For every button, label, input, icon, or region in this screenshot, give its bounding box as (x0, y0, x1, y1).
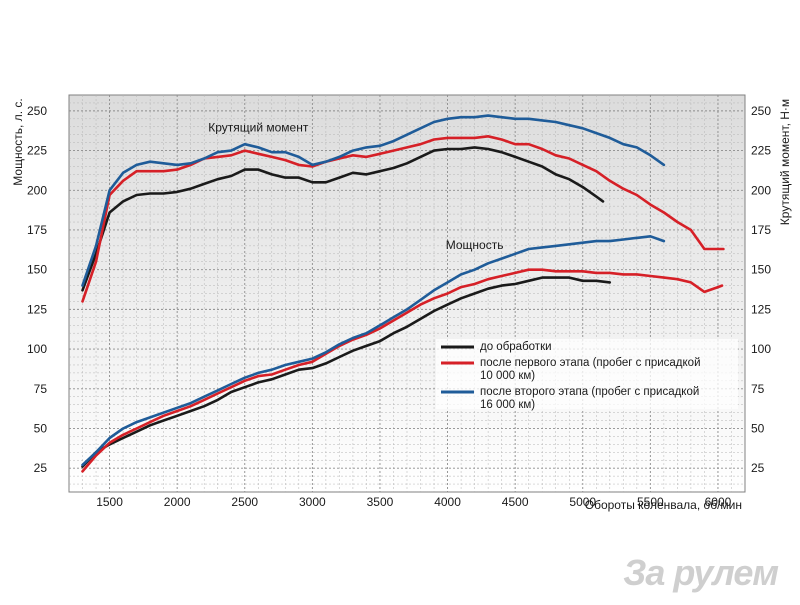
legend-label: 10 000 км) (480, 370, 535, 382)
legend-label: после первого этапа (пробег с присадкой (480, 357, 701, 369)
x-tick-label: 3500 (367, 495, 394, 509)
watermark-logo: За рулем (623, 552, 779, 593)
grid (69, 95, 745, 492)
tick-labels: 1500 2000 2500 3000 3500 4000 4500 5000 5500 6000… (27, 104, 771, 509)
x-tick-label: 5000 (569, 495, 596, 509)
x-tick-label: 4000 (434, 495, 461, 509)
torque-line-0 (81, 146, 605, 292)
y-tick-label-right: 250 (751, 104, 771, 118)
legend-label: 16 000 км) (480, 399, 535, 411)
y-tick-label-right: 225 (751, 144, 771, 158)
y-tick-label-left: 75 (34, 382, 48, 396)
y-axis-label-right: Крутящий момент, Н·м (778, 99, 792, 225)
legend-label: после второго этапа (пробег с присадкой (480, 386, 699, 398)
x-tick-label: 1500 (96, 495, 123, 509)
y-tick-label-left: 250 (27, 104, 47, 118)
x-tick-label: 4500 (502, 495, 529, 509)
power-line-0 (81, 276, 612, 468)
y-tick-label-left: 125 (27, 302, 47, 316)
power-line-2 (81, 235, 666, 467)
y-tick-label-left: 100 (27, 342, 47, 356)
torque-line-2 (81, 114, 666, 287)
x-tick-label: 3000 (299, 495, 326, 509)
y-tick-label-right: 25 (751, 461, 765, 475)
legend-box (436, 339, 738, 409)
series (81, 114, 725, 473)
annotations: Крутящий момент Мощность (208, 121, 503, 253)
torque-line-1 (81, 135, 725, 303)
y-tick-label-left: 25 (34, 461, 48, 475)
y-axis-label-left: Мощность, л. с. (11, 98, 25, 185)
y-tick-label-left: 200 (27, 183, 47, 197)
y-tick-label-left: 150 (27, 263, 47, 277)
y-tick-label-right: 50 (751, 421, 765, 435)
x-tick-label: 2500 (231, 495, 258, 509)
x-tick-label: 5500 (637, 495, 664, 509)
y-tick-label-right: 150 (751, 263, 771, 277)
y-tick-label-left: 50 (34, 421, 48, 435)
y-tick-label-right: 100 (751, 342, 771, 356)
x-axis-label: Обороты коленвала, об/мин (585, 498, 742, 512)
annotation-label: Мощность (446, 238, 504, 252)
legend-label: до обработки (480, 341, 552, 353)
legend: до обработки после первого этапа (пробег … (436, 339, 738, 411)
x-tick-label: 2000 (164, 495, 191, 509)
x-tick-label: 6000 (705, 495, 732, 509)
y-tick-label-left: 225 (27, 144, 47, 158)
annotation-label: Крутящий момент (208, 121, 309, 135)
power-line-1 (81, 268, 724, 473)
y-tick-label-right: 200 (751, 183, 771, 197)
y-tick-label-right: 175 (751, 223, 771, 237)
y-tick-label-right: 125 (751, 302, 771, 316)
y-tick-label-right: 75 (751, 382, 765, 396)
y-tick-label-left: 175 (27, 223, 47, 237)
